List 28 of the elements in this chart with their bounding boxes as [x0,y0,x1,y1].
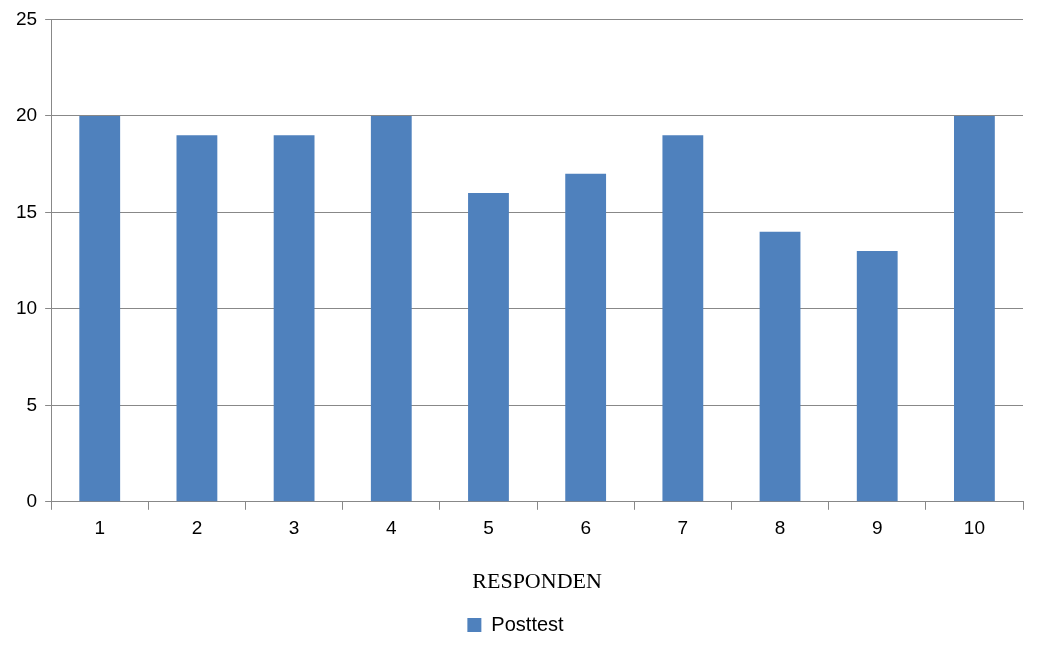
x-tick-label: 2 [191,517,203,539]
bar [759,231,801,502]
bar [79,115,121,502]
y-tick-label: 5 [26,393,38,415]
y-tick-label: 0 [26,490,38,512]
x-tick-label: 10 [963,517,985,539]
x-tick-label: 7 [677,517,689,539]
y-tick-label: 10 [15,297,38,319]
x-tick-label: 3 [288,517,300,539]
x-tick-label: 6 [580,517,591,539]
bar [856,250,898,502]
y-tick-label: 15 [15,200,38,222]
bar [954,115,995,502]
x-tick-label: 5 [483,517,494,539]
x-tick-label: 8 [774,517,786,539]
x-tick-label: 1 [94,517,106,539]
x-axis-title: RESPONDEN [472,567,602,593]
bar [662,135,704,502]
bar [370,115,412,502]
bar [176,135,218,502]
bar [565,173,607,502]
legend-label: Posttest [491,612,565,635]
bar [273,135,315,502]
x-tick-label: 9 [871,517,883,539]
bar [468,193,509,502]
y-tick-label: 25 [15,7,38,29]
x-tick-label: 4 [386,517,397,539]
y-tick-label: 20 [15,104,38,126]
